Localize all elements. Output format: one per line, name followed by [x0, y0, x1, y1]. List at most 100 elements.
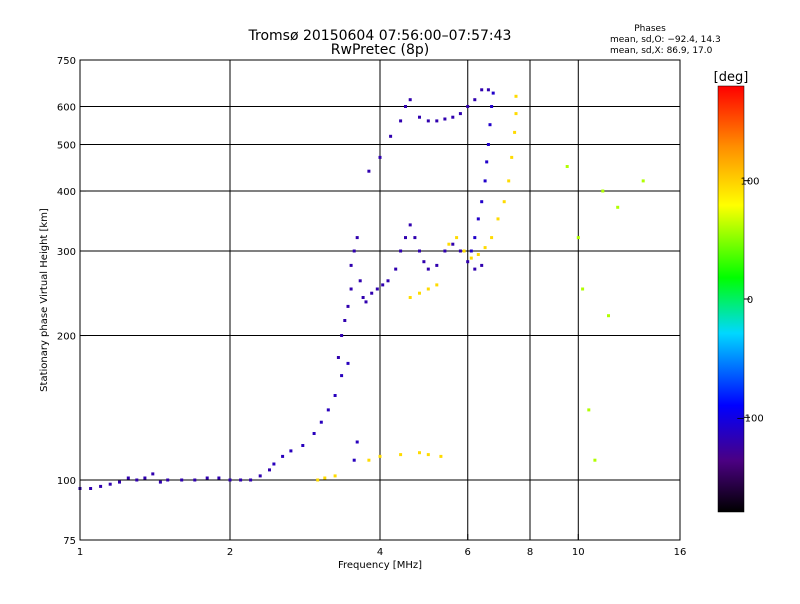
data-point-s6-3 — [367, 458, 371, 462]
data-point-s5-1 — [418, 291, 421, 295]
data-point-s5-13 — [507, 179, 511, 183]
y-tick-label-300: 300 — [57, 247, 76, 258]
data-point-s1-1 — [281, 454, 285, 458]
data-point-s2-16 — [399, 249, 403, 253]
data-point-s4-14 — [480, 88, 484, 92]
data-point-s2-19 — [413, 236, 417, 240]
data-point-s7-8 — [587, 408, 591, 412]
data-point-s0-13 — [205, 476, 209, 480]
data-point-s0-10 — [166, 478, 170, 482]
data-point-s2-20 — [418, 249, 421, 253]
data-point-s2-3 — [346, 304, 350, 308]
data-point-s0-15 — [228, 478, 232, 482]
x-tick-label-1: 1 — [77, 547, 83, 558]
data-point-s2-17 — [404, 236, 407, 240]
y-axis: 75 100 200 300 400 500 600 750 — [57, 56, 86, 547]
data-point-s3-6 — [486, 143, 490, 146]
data-point-s2-1 — [340, 334, 344, 337]
data-point-s6-0 — [316, 478, 320, 482]
data-point-s5-10 — [490, 236, 494, 240]
data-point-s6-1 — [323, 476, 327, 480]
data-point-s1-10 — [352, 458, 356, 462]
data-point-s5-2 — [426, 287, 430, 291]
x-tick-label-8: 8 — [527, 547, 533, 558]
data-point-s5-9 — [483, 246, 487, 250]
data-point-s5-7 — [469, 256, 473, 260]
data-point-s2-26 — [458, 249, 462, 253]
data-point-s7-3 — [593, 458, 597, 462]
data-point-s4-12 — [466, 105, 470, 108]
data-point-s1-2 — [289, 449, 293, 453]
data-point-s5-0 — [408, 296, 412, 299]
colorbar-tick-label-1: 0 — [747, 295, 753, 306]
data-point-s2-0 — [336, 356, 340, 359]
data-point-s2-7 — [355, 236, 359, 240]
data-point-s6-7 — [426, 453, 430, 457]
data-point-s2-4 — [349, 287, 353, 291]
data-point-s3-7 — [488, 123, 492, 127]
data-point-s5-4 — [447, 242, 451, 246]
data-point-s2-14 — [386, 279, 390, 283]
data-point-s1-3 — [301, 444, 305, 447]
data-point-s4-10 — [451, 115, 455, 119]
data-point-s4-8 — [435, 119, 439, 123]
data-point-s2-2 — [343, 319, 347, 322]
y-tick-label-75: 75 — [63, 536, 76, 547]
points-layer — [78, 88, 645, 490]
data-point-s2-29 — [480, 263, 484, 267]
data-point-s2-10 — [364, 300, 368, 304]
x-tick-label-2: 2 — [227, 547, 233, 558]
data-point-s3-0 — [469, 249, 473, 253]
data-point-s1-9 — [346, 361, 350, 365]
data-point-s0-4 — [118, 480, 121, 484]
data-point-s0-16 — [239, 478, 243, 482]
colorbar-ticks: 100 0 −100 — [736, 177, 763, 425]
data-point-s7-0 — [565, 165, 569, 168]
data-point-s1-11 — [355, 440, 359, 444]
data-point-s2-23 — [435, 263, 439, 267]
phases-o-line: mean, sd,O: −92.4, 14.3 — [610, 35, 721, 45]
phases-x-line: mean, sd,X: 86.9, 17.0 — [610, 46, 713, 56]
colorbar — [717, 85, 745, 513]
data-point-s2-6 — [352, 249, 356, 253]
data-point-s7-5 — [616, 205, 620, 209]
data-point-s5-6 — [462, 249, 466, 253]
data-point-s5-11 — [496, 217, 500, 221]
data-point-s0-17 — [249, 478, 253, 482]
data-point-s7-1 — [576, 236, 580, 240]
data-point-s4-0 — [367, 169, 371, 173]
data-point-s3-2 — [476, 217, 480, 221]
data-point-s2-22 — [426, 267, 430, 271]
data-point-s5-12 — [502, 200, 506, 204]
x-tick-label-4: 4 — [377, 547, 383, 558]
data-point-s7-2 — [581, 287, 585, 291]
data-point-s1-7 — [333, 394, 337, 397]
data-point-s2-15 — [394, 267, 398, 271]
data-point-s3-8 — [490, 105, 494, 108]
data-point-s0-6 — [135, 478, 139, 482]
chart-title: Tromsø 20150604 07:56:00–07:57:43 — [248, 28, 512, 44]
data-point-s3-9 — [491, 91, 495, 95]
data-point-s5-3 — [435, 283, 439, 287]
data-point-s0-11 — [180, 478, 184, 482]
data-point-s0-18 — [258, 474, 262, 478]
data-point-s4-13 — [473, 98, 477, 102]
data-point-s1-0 — [272, 462, 276, 466]
data-point-s3-4 — [483, 179, 487, 183]
data-point-s2-8 — [358, 279, 362, 283]
phases-heading: Phases — [634, 24, 666, 34]
data-point-s0-19 — [268, 468, 271, 472]
data-point-s0-8 — [151, 472, 155, 476]
colorbar-tick-label-2: −100 — [736, 413, 763, 424]
data-point-s2-9 — [361, 296, 365, 299]
data-point-s4-15 — [486, 88, 490, 92]
data-point-s7-7 — [607, 314, 610, 318]
x-tick-label-6: 6 — [465, 547, 471, 558]
data-point-s4-11 — [458, 112, 462, 116]
data-point-s2-12 — [375, 287, 379, 291]
data-point-s6-4 — [378, 454, 382, 458]
x-tick-label-16: 16 — [674, 547, 687, 558]
y-tick-label-200: 200 — [57, 332, 76, 343]
x-axis: 1 2 4 6 8 10 16 — [77, 534, 687, 558]
